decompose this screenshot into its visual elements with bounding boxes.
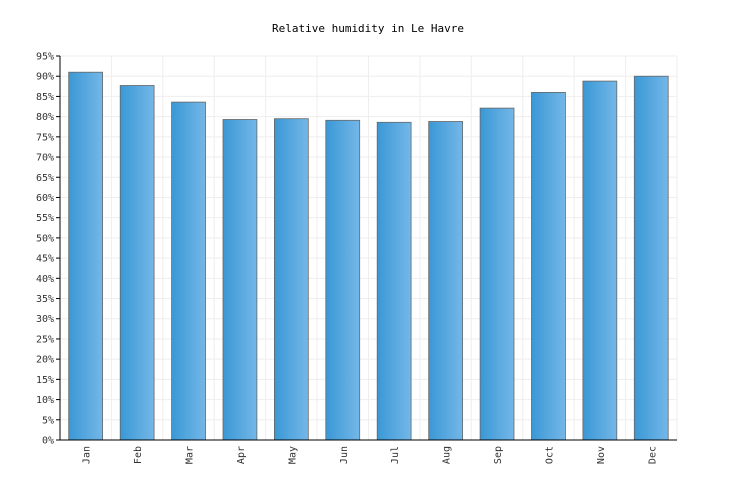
x-tick-label-apr: Apr	[236, 446, 247, 464]
y-tick-label: 80%	[36, 112, 54, 123]
bar-jul	[376, 121, 412, 441]
chart-title: Relative humidity in Le Havre	[272, 22, 464, 35]
x-tick-label-jun: Jun	[339, 446, 350, 464]
y-tick-label: 35%	[36, 294, 54, 305]
y-tick-label: 30%	[36, 314, 54, 325]
bar-apr	[222, 119, 258, 441]
y-tick-label: 25%	[36, 334, 54, 345]
axes	[59, 56, 677, 441]
x-tick-label-dec: Dec	[647, 446, 658, 464]
y-tick-label: 85%	[36, 92, 54, 103]
y-tick-label: 70%	[36, 153, 54, 164]
bar-sep	[479, 107, 515, 441]
y-tick-label: 65%	[36, 173, 54, 184]
bar-may	[273, 118, 309, 441]
bar-jun	[325, 119, 361, 441]
grid	[59, 55, 678, 441]
x-tick-label-jul: Jul	[390, 446, 401, 464]
bar-mar	[171, 101, 206, 441]
y-tick-label: 20%	[36, 355, 54, 366]
y-tick-label: 45%	[36, 254, 54, 265]
y-tick-label: 50%	[36, 233, 54, 244]
bar-feb	[119, 85, 155, 441]
y-tick-label: 55%	[36, 213, 54, 224]
y-tick-label: 15%	[36, 375, 54, 386]
x-tick-label-feb: Feb	[133, 446, 144, 464]
bars	[68, 71, 669, 441]
x-tick-label-jan: Jan	[82, 446, 93, 464]
y-tick-label: 60%	[36, 193, 54, 204]
bar-jan	[68, 71, 103, 441]
y-tick-label: 0%	[42, 436, 54, 447]
bar-aug	[428, 121, 464, 441]
y-tick-label: 5%	[42, 415, 54, 426]
y-tick-labels: 0% 5% 10% 15% 20% 25% 30% 35% 40% 45% 50% 55% 60% 65%…	[36, 52, 60, 447]
bar-nov	[582, 80, 618, 441]
x-tick-label-oct: Oct	[545, 446, 556, 464]
x-tick-label-aug: Aug	[442, 446, 453, 464]
bar-oct	[531, 92, 566, 441]
y-tick-label: 75%	[36, 132, 54, 143]
y-tick-label: 90%	[36, 72, 54, 83]
x-tick-label-may: May	[287, 446, 298, 464]
x-tick-label-mar: Mar	[185, 446, 196, 464]
bar-dec	[633, 75, 669, 441]
y-tick-label: 10%	[36, 395, 54, 406]
x-tick-label-sep: Sep	[493, 446, 504, 464]
y-tick-label: 95%	[36, 52, 54, 63]
x-tick-label-nov: Nov	[596, 446, 607, 464]
y-tick-label: 40%	[36, 274, 54, 285]
x-tick-labels: Jan Feb Mar Apr May Jun Jul Aug Sep Oct Nov Dec	[82, 446, 659, 464]
